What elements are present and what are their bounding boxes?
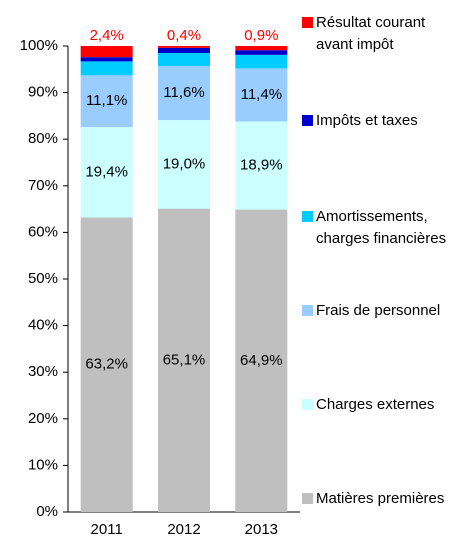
value-label: 0,4%: [167, 27, 201, 44]
legend-swatch: [302, 493, 313, 504]
value-label: 0,9%: [244, 27, 278, 44]
bar-segment: [80, 61, 133, 76]
legend-label: Matières premières: [316, 490, 445, 507]
value-label: 11,6%: [163, 84, 204, 101]
y-tick-label: 30%: [28, 363, 58, 380]
legend-item: Charges externes: [302, 394, 452, 416]
bar-segment: [80, 75, 133, 128]
bar-segment: [80, 217, 133, 512]
y-tick-label: 70%: [28, 177, 58, 194]
legend-swatch: [302, 399, 313, 410]
value-label: 63,2%: [85, 356, 128, 373]
bar-segment: [235, 68, 288, 122]
legend-label: Résultat courant avant impôt: [316, 14, 426, 53]
y-tick-label: 90%: [28, 84, 58, 101]
value-label: 19,0%: [163, 155, 206, 172]
value-label: 19,4%: [85, 163, 128, 180]
legend-item: Frais de personnel: [302, 300, 452, 322]
bar-segment: [80, 46, 133, 58]
legend-item: Matières premières: [302, 488, 452, 510]
y-tick-label: 100%: [20, 37, 58, 54]
x-tick-label: 2011: [91, 521, 123, 537]
legend-swatch: [302, 305, 313, 316]
bar-segment: [158, 46, 210, 48]
value-label: 11,4%: [241, 86, 282, 103]
bar-segment: [158, 66, 210, 121]
bar-segment: [80, 127, 133, 218]
legend-swatch: [302, 17, 313, 28]
bar-segment: [235, 121, 288, 210]
y-tick-label: 20%: [28, 410, 58, 427]
legend-item: Résultat courant avant impôt: [302, 12, 452, 56]
bar-segment: [158, 52, 210, 67]
y-tick-label: 50%: [28, 270, 58, 287]
bar-segment: [235, 50, 288, 55]
legend-label: Frais de personnel: [316, 302, 441, 319]
y-tick-label: 40%: [28, 317, 58, 334]
bar-segment: [80, 57, 133, 62]
legend-item: Amortissements, charges financières: [302, 206, 452, 250]
legend-label: Amortissements, charges financières: [316, 208, 447, 247]
x-tick-label: 2013: [245, 521, 278, 537]
legend-item: Impôts et taxes: [302, 110, 452, 132]
value-label: 65,1%: [163, 351, 206, 368]
bar-segment: [158, 208, 210, 512]
bar-segment: [235, 209, 288, 513]
legend-label: Impôts et taxes: [316, 112, 418, 129]
y-tick-label: 80%: [28, 130, 58, 147]
legend-label: Charges externes: [316, 396, 435, 413]
legend-swatch: [302, 211, 313, 222]
value-label: 64,9%: [240, 352, 283, 369]
y-tick-label: 10%: [28, 456, 58, 473]
x-tick-label: 2012: [167, 521, 200, 537]
value-label: 18,9%: [240, 156, 283, 173]
value-label: 2,4%: [90, 27, 124, 44]
y-tick-label: 60%: [28, 223, 58, 240]
bar-segment: [235, 46, 288, 51]
bar-segment: [235, 54, 288, 69]
bar-segment: [158, 120, 210, 209]
y-tick-label: 0%: [36, 503, 58, 520]
legend-swatch: [302, 115, 313, 126]
bar-segment: [158, 47, 210, 53]
value-label: 11,1%: [86, 92, 127, 109]
